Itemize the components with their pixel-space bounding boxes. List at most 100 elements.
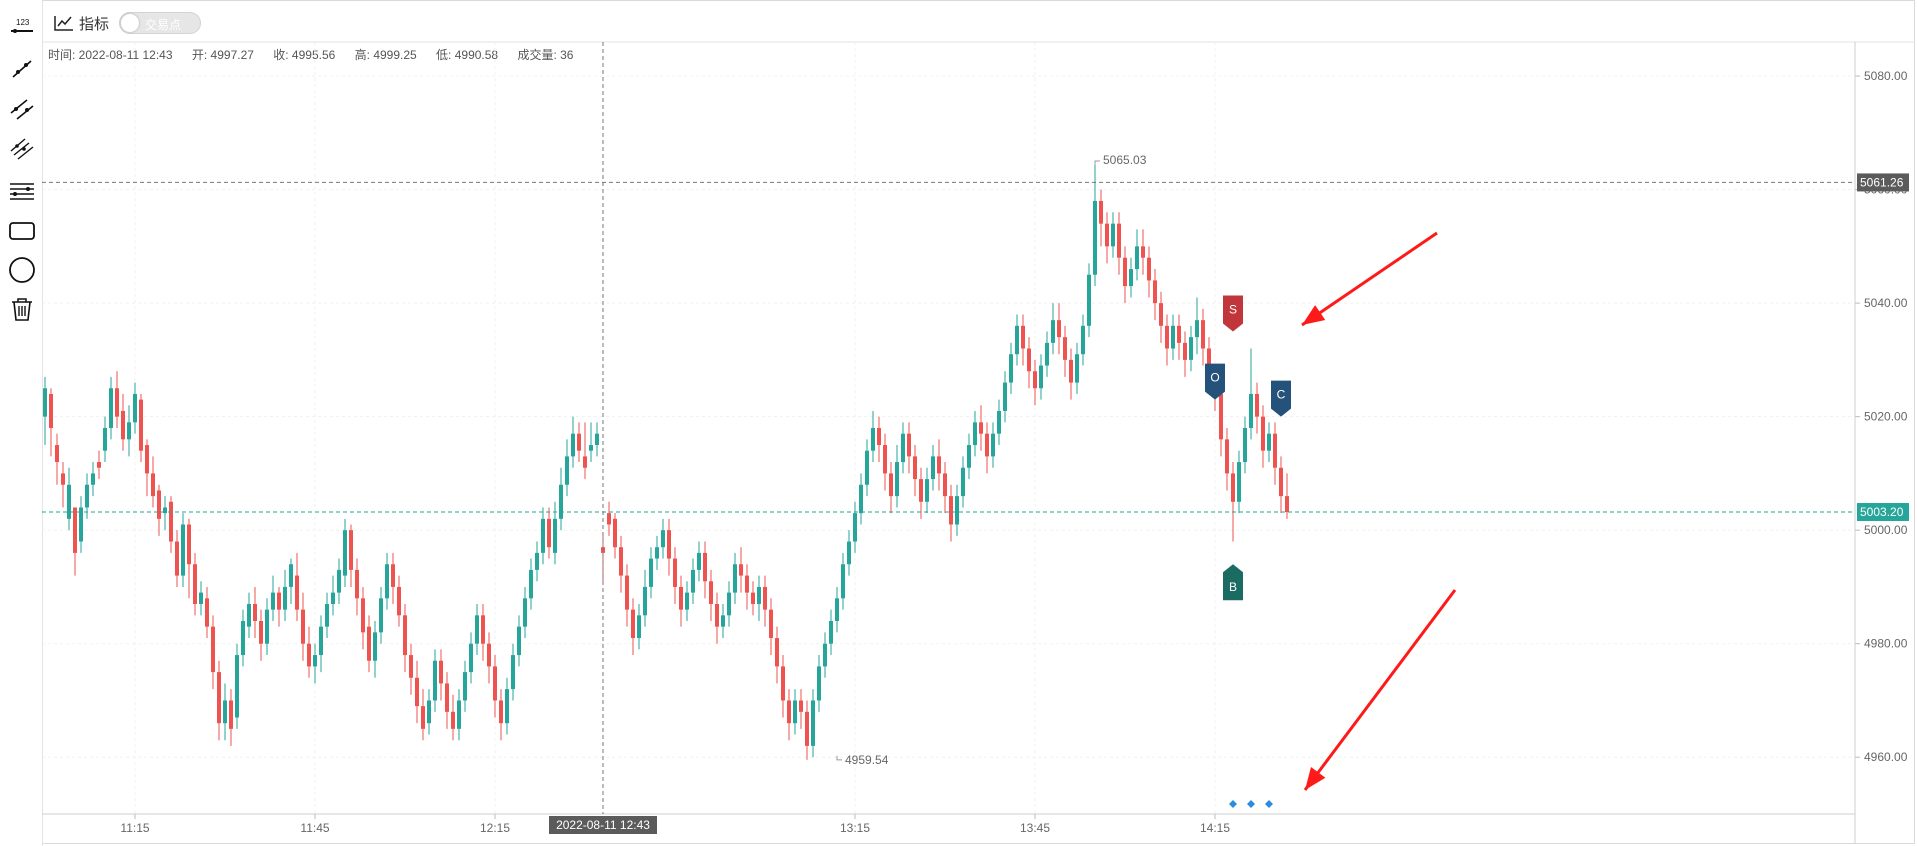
candle-body <box>805 711 809 746</box>
candle <box>925 467 929 514</box>
candle-body <box>1123 257 1127 287</box>
candle-body <box>1201 320 1205 349</box>
candle-body <box>49 393 53 428</box>
candle <box>181 513 185 587</box>
candle <box>103 416 107 463</box>
candle-body <box>943 473 947 497</box>
candle-body <box>541 518 545 553</box>
candle-body <box>985 433 989 457</box>
candle-body <box>493 666 497 701</box>
candle-body <box>643 586 647 616</box>
candle-body <box>1183 342 1187 360</box>
candle-body <box>169 501 173 542</box>
indicator-button[interactable]: 指标 <box>79 15 110 33</box>
candle <box>1171 314 1175 360</box>
candle-body <box>1087 274 1091 326</box>
candle-body <box>379 598 383 633</box>
candle <box>1051 303 1055 355</box>
rectangle-tool[interactable] <box>7 216 37 246</box>
candle-body <box>1261 416 1265 451</box>
candle <box>1201 308 1205 366</box>
candle <box>265 598 269 656</box>
trade-marker-sell[interactable]: S <box>1223 295 1243 332</box>
candle <box>1015 314 1019 366</box>
candle <box>517 615 521 667</box>
candle <box>787 689 791 741</box>
candle-body <box>505 689 509 724</box>
price-line-tool[interactable]: 123 <box>7 12 37 42</box>
candle-body <box>457 700 461 729</box>
candle <box>409 643 413 695</box>
y-tick-label: 5020.00 <box>1864 410 1908 424</box>
circle-tool[interactable] <box>7 255 37 285</box>
candle <box>877 416 881 463</box>
candle <box>919 467 923 519</box>
candle <box>61 462 65 508</box>
line-icon <box>12 60 32 78</box>
candle <box>1129 257 1133 298</box>
trade-points-toggle[interactable]: 交易点 <box>119 12 202 34</box>
candle <box>355 558 359 616</box>
candle <box>253 586 257 639</box>
candle-body <box>253 603 257 621</box>
arrow-head <box>1302 305 1326 325</box>
candle-body <box>1153 280 1157 304</box>
candle-body <box>349 530 353 570</box>
fib-lines-tool[interactable] <box>7 176 37 206</box>
candle <box>469 632 473 684</box>
candle-body <box>721 615 725 627</box>
candle-body <box>841 564 845 599</box>
candle-body <box>103 428 107 451</box>
candle-body <box>1099 200 1103 224</box>
candle-body <box>817 666 821 701</box>
candle-body <box>1273 433 1277 468</box>
candle <box>217 660 221 741</box>
candle <box>1117 212 1121 275</box>
candle <box>67 467 71 531</box>
candle <box>1225 428 1229 491</box>
candle-body <box>1075 354 1079 383</box>
trade-marker-close[interactable]: C <box>1271 380 1291 417</box>
candle <box>973 410 977 457</box>
arrow-shaft <box>1303 589 1457 791</box>
candle-body <box>583 456 587 468</box>
candle-body <box>517 626 521 656</box>
candle <box>139 393 143 463</box>
delete-tool[interactable] <box>7 294 37 324</box>
candle <box>1231 462 1235 542</box>
candle <box>97 450 101 480</box>
candle-body <box>823 643 827 667</box>
trade-marker-open[interactable]: O <box>1205 363 1225 400</box>
candle <box>1177 314 1181 360</box>
candle-body <box>895 462 899 497</box>
trade-marker-buy[interactable]: B <box>1223 564 1243 601</box>
candle <box>1069 348 1073 400</box>
y-tick-label: 4960.00 <box>1864 750 1908 764</box>
red-arrow-lower <box>1303 589 1457 791</box>
candle <box>199 581 203 616</box>
candle-body <box>151 473 155 497</box>
candle <box>751 581 755 616</box>
parallel-lines-tool[interactable] <box>7 94 37 124</box>
candle <box>1087 263 1091 338</box>
candle-body <box>949 496 953 525</box>
candle <box>481 603 485 661</box>
trade-diamond <box>1247 800 1255 808</box>
candle-body <box>1231 473 1235 502</box>
number-line-icon: 123 <box>11 18 33 33</box>
candle <box>667 518 671 576</box>
triple-lines-tool[interactable] <box>7 134 37 164</box>
candle <box>325 592 329 639</box>
candle <box>685 581 689 621</box>
candle-body <box>1279 467 1283 497</box>
candle-body <box>61 473 65 485</box>
y-tick-label: 5040.00 <box>1864 296 1908 310</box>
line-tool[interactable] <box>7 54 37 84</box>
candle-body <box>997 410 1001 434</box>
candle <box>235 643 239 729</box>
candle <box>709 569 713 621</box>
drawing-toolbar: 123 <box>0 0 43 846</box>
candle-body <box>367 626 371 661</box>
candle-body <box>163 507 167 514</box>
